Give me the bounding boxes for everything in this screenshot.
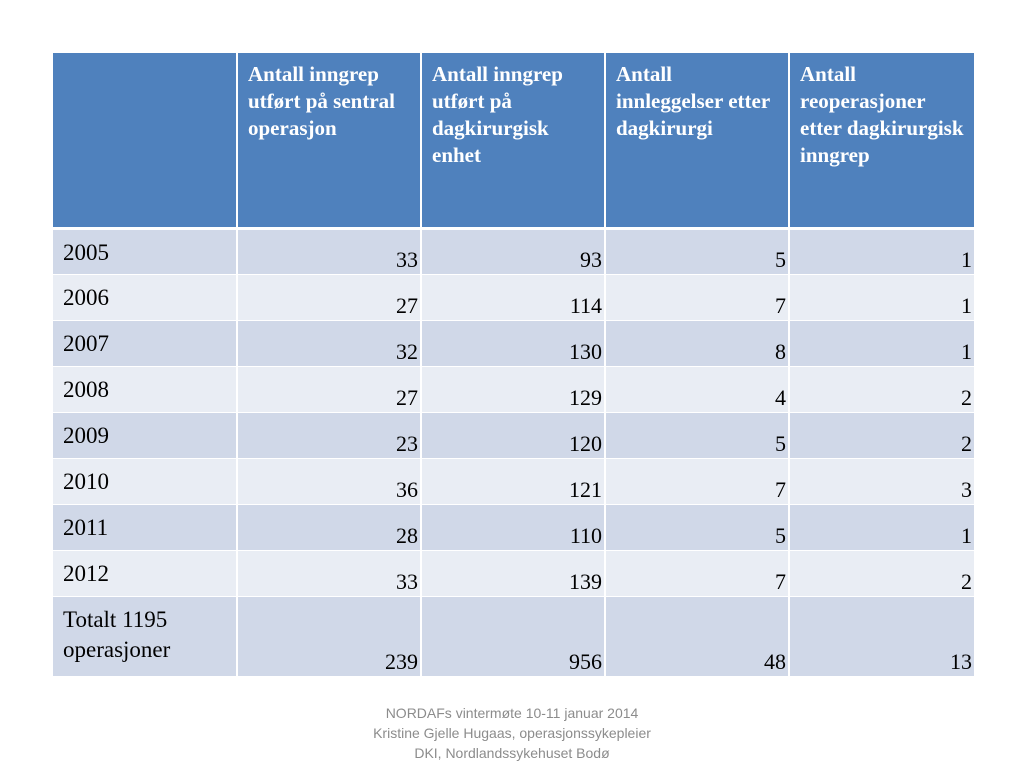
table-cell: 28 [237, 504, 422, 551]
table-row: 2008 27 129 4 2 [53, 366, 974, 413]
table-cell: 32 [237, 320, 422, 367]
table-cell: 2 [789, 366, 974, 413]
row-label: 2009 [53, 412, 238, 459]
table-cell: 1 [789, 274, 974, 321]
table-row: 2009 23 120 5 2 [53, 412, 974, 459]
table-cell: 5 [605, 412, 790, 459]
row-label: 2008 [53, 366, 238, 413]
total-cell: 48 [605, 596, 790, 677]
table-row: 2006 27 114 7 1 [53, 274, 974, 321]
footer-line-institution: DKI, Nordlandssykehuset Bodø [414, 745, 610, 761]
table-cell: 5 [605, 504, 790, 551]
table-cell: 1 [789, 504, 974, 551]
table-cell: 139 [421, 550, 606, 597]
table-cell: 27 [237, 274, 422, 321]
table-cell: 7 [605, 458, 790, 505]
table-cell: 121 [421, 458, 606, 505]
table-cell: 4 [605, 366, 790, 413]
table-header-row: Antall inngrep utført på sentral operasj… [53, 53, 974, 230]
table-cell: 7 [605, 274, 790, 321]
footer-line-author: Kristine Gjelle Hugaas, operasjonssykepl… [373, 725, 651, 741]
table-cell: 33 [237, 550, 422, 597]
table-cell: 130 [421, 320, 606, 367]
row-label: 2010 [53, 458, 238, 505]
table-cell: 2 [789, 412, 974, 459]
statistics-table: Antall inngrep utført på sentral operasj… [53, 53, 974, 677]
row-label: 2006 [53, 274, 238, 321]
header-cell-day-surgery-operations: Antall inngrep utført på dagkirurgisk en… [421, 53, 606, 230]
table-cell: 27 [237, 366, 422, 413]
table-cell: 8 [605, 320, 790, 367]
table-cell: 33 [237, 228, 422, 275]
table-row: 2005 33 93 5 1 [53, 228, 974, 275]
row-label: 2005 [53, 228, 238, 275]
header-cell-reoperations: Antall reoperasjoner etter dagkirurgisk … [789, 53, 974, 230]
table-cell: 1 [789, 320, 974, 367]
table-cell: 5 [605, 228, 790, 275]
row-label: 2012 [53, 550, 238, 597]
row-label: 2007 [53, 320, 238, 367]
table-cell: 93 [421, 228, 606, 275]
table-row-total: Totalt 1195 operasjoner 239 956 48 13 [53, 596, 974, 677]
total-cell: 956 [421, 596, 606, 677]
header-cell-central-operations: Antall inngrep utført på sentral operasj… [237, 53, 422, 230]
header-cell-admissions: Antall innleggelser etter dagkirurgi [605, 53, 790, 230]
header-cell-year [53, 53, 238, 230]
table-row: 2011 28 110 5 1 [53, 504, 974, 551]
table-cell: 120 [421, 412, 606, 459]
table-row: 2010 36 121 7 3 [53, 458, 974, 505]
table-cell: 3 [789, 458, 974, 505]
total-row-label: Totalt 1195 operasjoner [53, 596, 238, 677]
total-cell: 13 [789, 596, 974, 677]
table-cell: 2 [789, 550, 974, 597]
table-cell: 114 [421, 274, 606, 321]
footer-line-event: NORDAFs vintermøte 10-11 januar 2014 [385, 705, 639, 721]
total-cell: 239 [237, 596, 422, 677]
table-cell: 36 [237, 458, 422, 505]
table-cell: 129 [421, 366, 606, 413]
row-label: 2011 [53, 504, 238, 551]
table-cell: 1 [789, 228, 974, 275]
table-row: 2007 32 130 8 1 [53, 320, 974, 367]
table-cell: 110 [421, 504, 606, 551]
table-cell: 23 [237, 412, 422, 459]
slide-footer: NORDAFs vintermøte 10-11 januar 2014 Kri… [0, 703, 1024, 763]
table-row: 2012 33 139 7 2 [53, 550, 974, 597]
table-cell: 7 [605, 550, 790, 597]
